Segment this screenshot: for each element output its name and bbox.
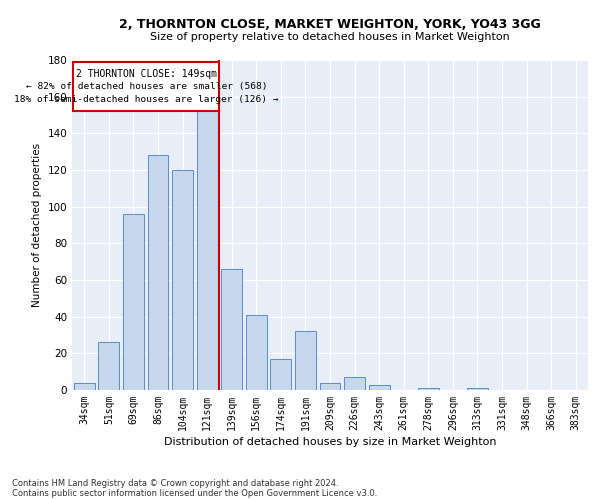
Bar bbox=[295, 332, 316, 390]
Y-axis label: Number of detached properties: Number of detached properties bbox=[32, 143, 42, 307]
Bar bbox=[172, 170, 193, 390]
Bar bbox=[368, 384, 389, 390]
Bar bbox=[148, 156, 169, 390]
Bar bbox=[320, 382, 340, 390]
Text: 2 THORNTON CLOSE: 149sqm: 2 THORNTON CLOSE: 149sqm bbox=[76, 69, 217, 79]
Bar bbox=[467, 388, 488, 390]
Bar bbox=[74, 382, 95, 390]
Bar bbox=[197, 112, 218, 390]
Bar bbox=[221, 269, 242, 390]
Bar bbox=[344, 377, 365, 390]
Bar bbox=[123, 214, 144, 390]
Text: 18% of semi-detached houses are larger (126) →: 18% of semi-detached houses are larger (… bbox=[14, 95, 278, 104]
FancyBboxPatch shape bbox=[73, 62, 220, 112]
X-axis label: Distribution of detached houses by size in Market Weighton: Distribution of detached houses by size … bbox=[164, 437, 496, 447]
Bar bbox=[98, 342, 119, 390]
Bar bbox=[246, 315, 267, 390]
Text: ← 82% of detached houses are smaller (568): ← 82% of detached houses are smaller (56… bbox=[26, 82, 267, 91]
Text: Size of property relative to detached houses in Market Weighton: Size of property relative to detached ho… bbox=[150, 32, 510, 42]
Bar bbox=[418, 388, 439, 390]
Text: 2, THORNTON CLOSE, MARKET WEIGHTON, YORK, YO43 3GG: 2, THORNTON CLOSE, MARKET WEIGHTON, YORK… bbox=[119, 18, 541, 30]
Text: Contains HM Land Registry data © Crown copyright and database right 2024.: Contains HM Land Registry data © Crown c… bbox=[12, 478, 338, 488]
Text: Contains public sector information licensed under the Open Government Licence v3: Contains public sector information licen… bbox=[12, 488, 377, 498]
Bar bbox=[271, 359, 292, 390]
